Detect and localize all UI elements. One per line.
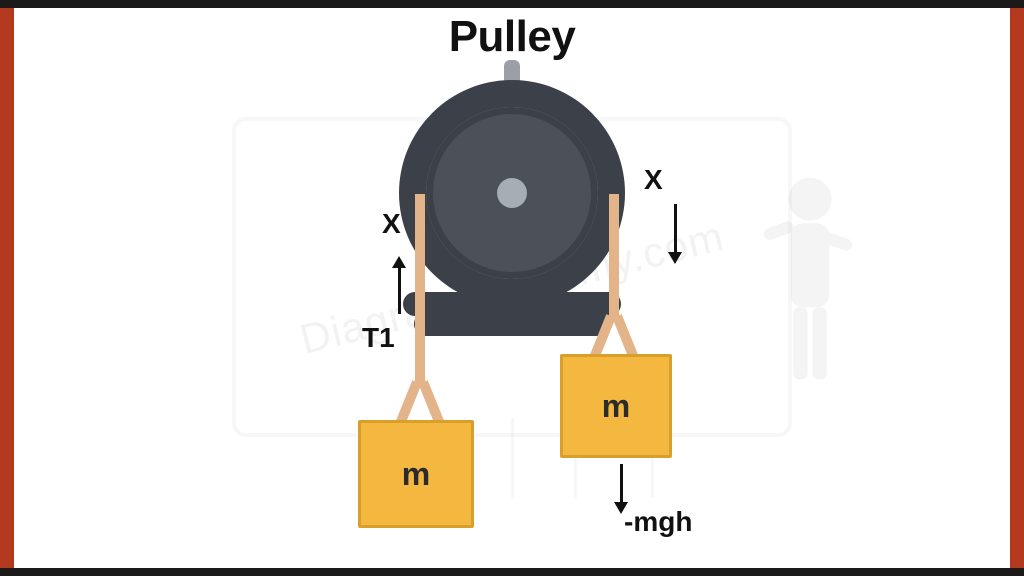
pulley-bottom-groove — [414, 312, 610, 336]
mass-block-left: m — [358, 420, 474, 528]
pulley-axle — [497, 178, 527, 208]
arrow-head-icon — [668, 252, 682, 264]
label-mgh: -mgh — [624, 506, 692, 538]
mass-block-right: m — [560, 354, 672, 458]
arrow-tension-up — [392, 256, 406, 314]
label-x-right: X — [644, 164, 663, 196]
rope-left — [415, 194, 425, 388]
diagram-frame: Diagram Academy Diagramacademy.com Pulle… — [0, 8, 1024, 568]
watermark-person — [750, 168, 870, 408]
rope-right-split — [612, 314, 638, 359]
mass-label: m — [402, 456, 430, 493]
label-t1: T1 — [362, 322, 395, 354]
rope-right — [609, 194, 619, 322]
rope-left-split — [418, 380, 444, 425]
arrow-shaft — [620, 464, 623, 502]
rope-left-split — [396, 380, 422, 425]
pulley-wheel-outer — [399, 80, 625, 306]
arrow-shaft — [398, 268, 401, 314]
mass-label: m — [602, 388, 630, 425]
diagram-title: Pulley — [449, 12, 576, 62]
arrow-head-icon — [392, 256, 406, 268]
label-x-left: X — [382, 208, 401, 240]
arrow-x-down — [668, 204, 682, 264]
arrow-shaft — [674, 204, 677, 252]
